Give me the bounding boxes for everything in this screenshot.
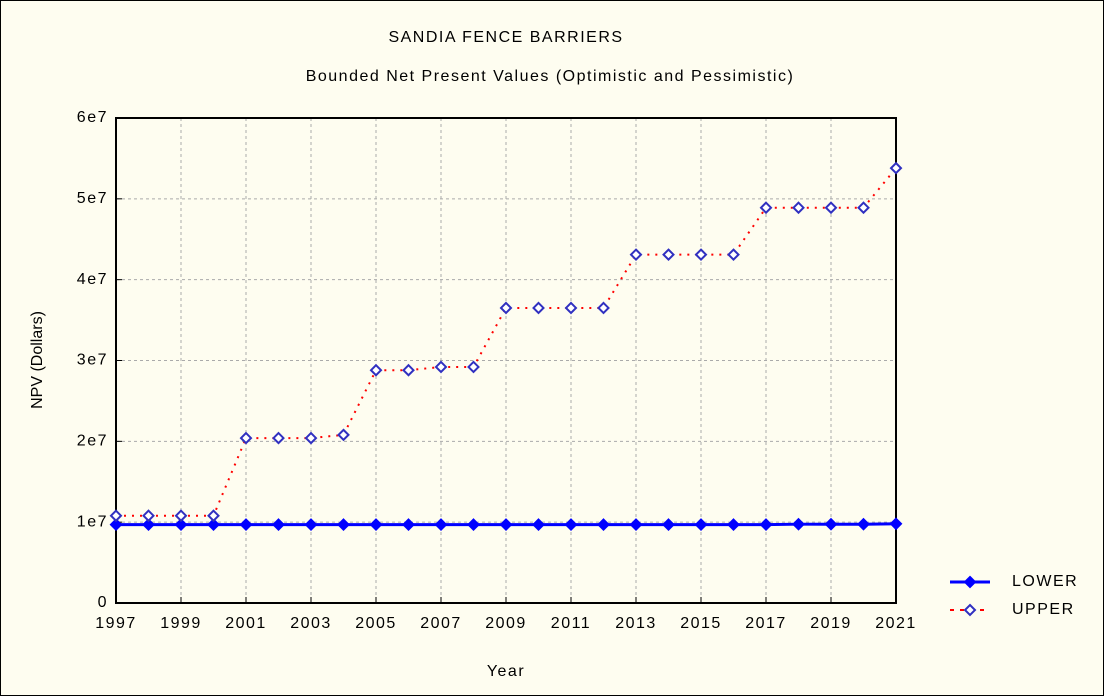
- marker: [532, 301, 545, 315]
- marker: [402, 363, 415, 377]
- marker: [857, 201, 870, 215]
- marker: [564, 518, 578, 532]
- marker: [597, 301, 610, 315]
- marker: [207, 518, 220, 532]
- y-tick-label: 4e7: [77, 271, 108, 288]
- marker: [597, 518, 610, 532]
- x-tick-label: 2007: [420, 615, 462, 632]
- x-tick-label: 2011: [551, 615, 591, 632]
- marker: [337, 428, 350, 442]
- marker: [369, 363, 383, 377]
- y-tick-label: 5e7: [77, 190, 108, 207]
- x-tick-label: 2015: [680, 615, 722, 632]
- marker: [337, 518, 350, 532]
- marker: [727, 518, 740, 532]
- x-tick-label: 2021: [875, 615, 917, 632]
- marker: [759, 201, 773, 215]
- x-tick-label: 2001: [225, 615, 267, 632]
- marker: [662, 518, 675, 532]
- x-tick-label: 2003: [290, 615, 332, 632]
- legend-marker: [963, 575, 977, 589]
- marker: [239, 431, 253, 445]
- marker: [499, 518, 513, 532]
- marker: [272, 431, 285, 445]
- marker: [662, 248, 675, 262]
- marker: [889, 517, 903, 531]
- marker: [369, 518, 383, 532]
- x-tick-label: 2009: [485, 615, 527, 632]
- legend-label: LOWER: [1012, 573, 1078, 590]
- marker: [824, 201, 838, 215]
- marker: [304, 431, 318, 445]
- marker: [434, 518, 448, 532]
- legend-marker: [963, 603, 977, 617]
- marker: [434, 360, 448, 374]
- marker: [109, 518, 123, 532]
- marker: [792, 517, 805, 531]
- marker: [142, 518, 155, 532]
- x-tick-label: 2019: [810, 615, 852, 632]
- marker: [304, 518, 318, 532]
- marker: [467, 360, 480, 374]
- x-tick-label: 2013: [615, 615, 657, 632]
- marker: [109, 509, 123, 523]
- y-tick-label: 2e7: [77, 433, 108, 450]
- y-tick-label: 3e7: [77, 352, 108, 369]
- marker: [174, 518, 188, 532]
- marker: [694, 248, 708, 262]
- marker: [629, 518, 643, 532]
- marker: [272, 518, 285, 532]
- legend-label: UPPER: [1012, 601, 1075, 618]
- chart-title: SANDIA FENCE BARRIERS: [388, 29, 623, 46]
- x-tick-label: 2017: [745, 615, 787, 632]
- marker: [792, 201, 805, 215]
- marker: [889, 161, 903, 175]
- marker: [694, 518, 708, 532]
- y-tick-label: 6e7: [77, 109, 108, 126]
- marker: [499, 301, 513, 315]
- marker: [467, 518, 480, 532]
- marker: [402, 518, 415, 532]
- marker: [239, 518, 253, 532]
- marker: [759, 518, 773, 532]
- y-axis-label: NPV (Dollars): [29, 311, 46, 409]
- x-tick-label: 1999: [160, 615, 202, 632]
- marker: [532, 518, 545, 532]
- marker: [629, 248, 643, 262]
- marker: [824, 517, 838, 531]
- marker: [174, 509, 188, 523]
- marker: [207, 509, 220, 523]
- x-axis-label: Year: [487, 663, 525, 680]
- x-tick-label: 2005: [355, 615, 397, 632]
- x-tick-label: 1997: [95, 615, 137, 632]
- y-tick-label: 0: [98, 594, 108, 611]
- marker: [727, 248, 740, 262]
- marker: [142, 509, 155, 523]
- marker: [857, 517, 870, 531]
- plot-frame: [115, 117, 897, 604]
- y-tick-label: 1e7: [77, 513, 108, 530]
- chart-subtitle: Bounded Net Present Values (Optimistic a…: [306, 68, 795, 85]
- marker: [564, 301, 578, 315]
